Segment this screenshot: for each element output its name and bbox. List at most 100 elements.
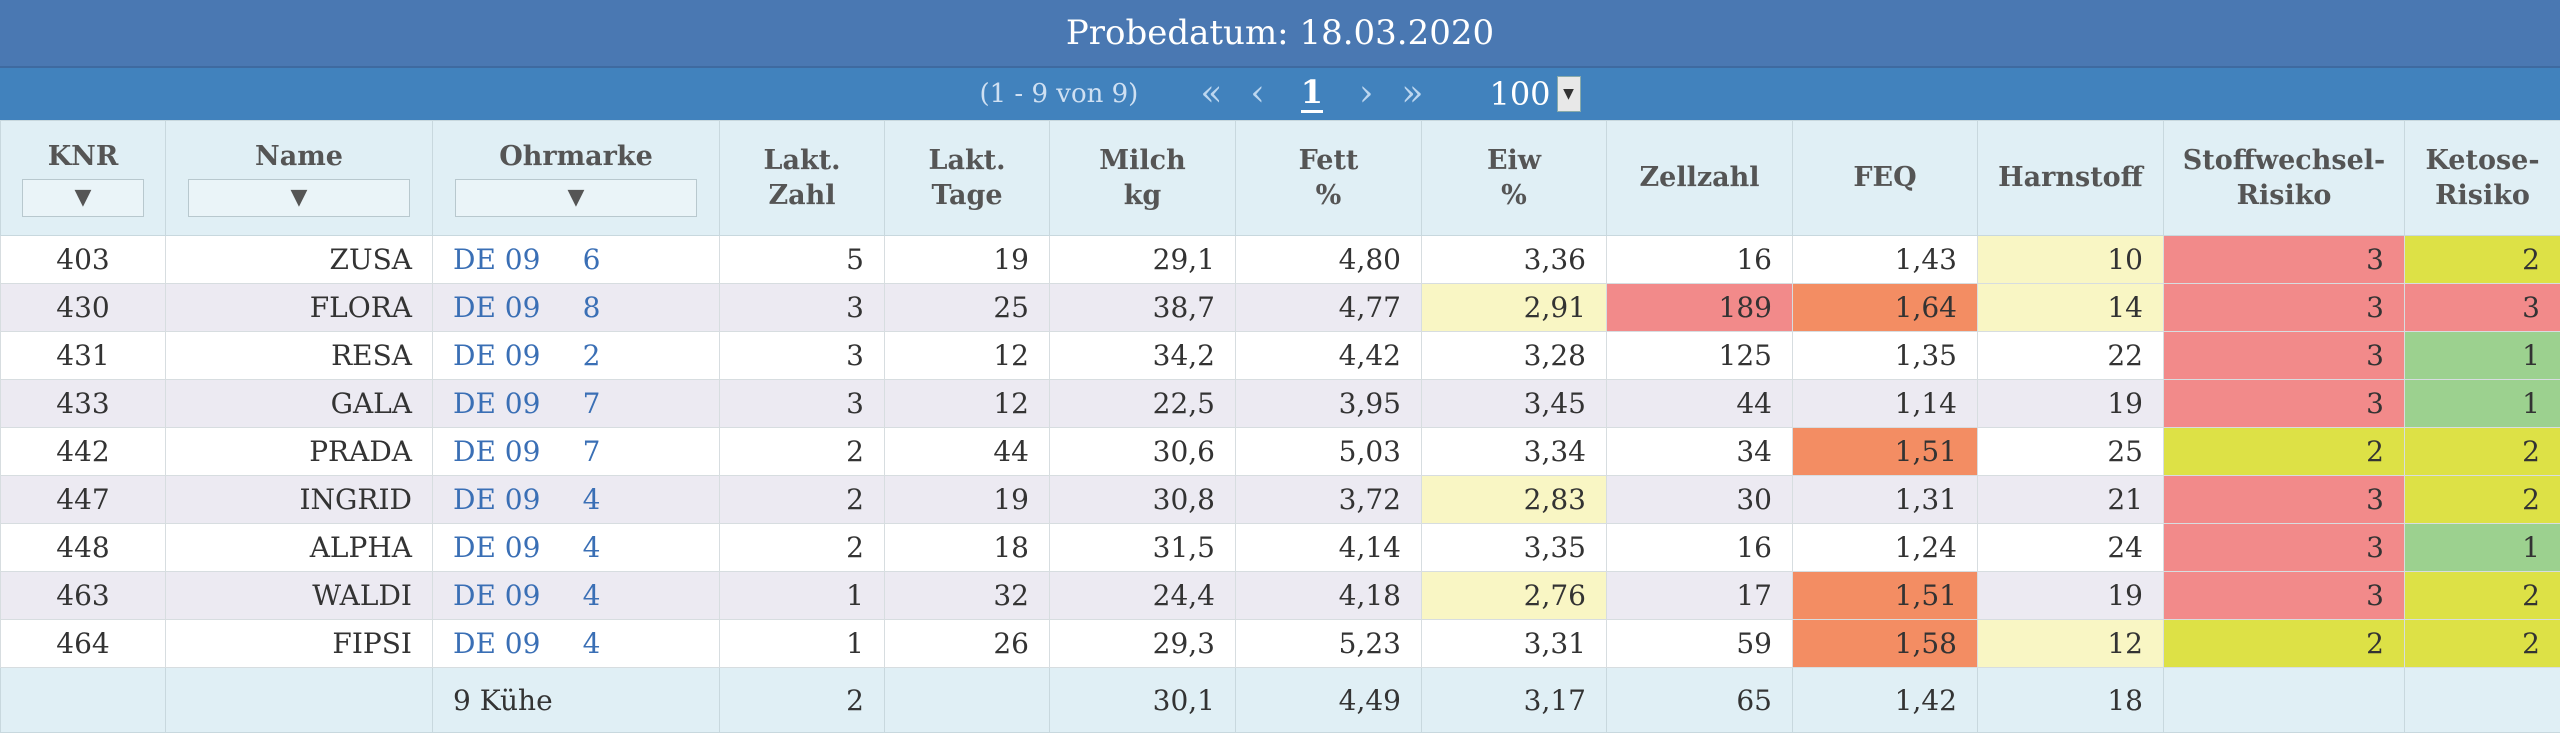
header-label: Milch [1099, 144, 1186, 176]
cell-knr: 433 [0, 379, 166, 428]
cell-ohr[interactable]: DE 09 4 [432, 475, 720, 524]
cell-harn: 14 [1977, 283, 2164, 332]
cell-ohr[interactable]: DE 09 8 [432, 283, 720, 332]
cell-name: ALPHA [165, 523, 433, 572]
cell-knr: 447 [0, 475, 166, 524]
table-row[interactable]: 464 FIPSI DE 09 4 1 26 29,3 5,23 3,31 59 1,58 12 2 2 [0, 619, 2560, 668]
next-page-icon[interactable]: › [1359, 73, 1374, 114]
cell-ketose: 2 [2404, 571, 2560, 620]
ohrmarke-link[interactable]: DE 09 [453, 627, 541, 660]
cell-ohr[interactable]: DE 09 4 [432, 619, 720, 668]
ohrmarke-number[interactable]: 7 [582, 435, 601, 468]
col-header-stoffwechsel-risiko[interactable]: Stoffwechsel- Risiko [2163, 120, 2405, 236]
cell-feq: 1,51 [1792, 571, 1978, 620]
filter-knr[interactable]: ▼ [22, 178, 144, 217]
col-header-knr[interactable]: KNR ▼ [0, 120, 166, 236]
cell-harn: 19 [1977, 379, 2164, 428]
ohrmarke-link[interactable]: DE 09 [453, 387, 541, 420]
ohrmarke-link[interactable]: DE 09 [453, 579, 541, 612]
ohrmarke-number[interactable]: 4 [582, 531, 601, 564]
cell-lz: 5 [719, 235, 885, 284]
header-label: kg [1123, 180, 1162, 211]
cell-name: ZUSA [165, 235, 433, 284]
page-title: Probedatum: 18.03.2020 [0, 0, 2560, 68]
cell-fett: 4,14 [1235, 523, 1422, 572]
cell-milch: 22,5 [1049, 379, 1236, 428]
cell-zell: 34 [1606, 427, 1793, 476]
cell-eiw: 2,83 [1421, 475, 1607, 524]
ohrmarke-number[interactable]: 4 [582, 627, 601, 660]
cell-feq: 1,14 [1792, 379, 1978, 428]
ohrmarke-link[interactable]: DE 09 [453, 531, 541, 564]
ohrmarke-number[interactable]: 4 [582, 483, 601, 516]
header-label: KNR [47, 141, 119, 173]
cell-ohr[interactable]: DE 09 4 [432, 523, 720, 572]
table-row[interactable]: 448 ALPHA DE 09 4 2 18 31,5 4,14 3,35 16 1,24 24 3 1 [0, 523, 2560, 572]
table-row[interactable]: 431 RESA DE 09 2 3 12 34,2 4,42 3,28 125 1,35 22 3 1 [0, 331, 2560, 380]
cell-name: WALDI [165, 571, 433, 620]
cell-lt: 32 [884, 571, 1050, 620]
last-page-icon[interactable]: » [1401, 73, 1424, 114]
cell-eiw: 2,76 [1421, 571, 1607, 620]
ohrmarke-link[interactable]: DE 09 [453, 483, 541, 516]
cell-feq: 1,24 [1792, 523, 1978, 572]
cell-fett: 5,03 [1235, 427, 1422, 476]
header-label: Stoffwechsel- [2182, 144, 2386, 176]
col-header-eiw[interactable]: Eiw% [1421, 120, 1607, 236]
cell-milch: 24,4 [1049, 571, 1236, 620]
cell-lz: 3 [719, 283, 885, 332]
filter-name[interactable]: ▼ [188, 178, 410, 217]
col-header-lakt-tage[interactable]: Lakt. Tage [884, 120, 1050, 236]
col-header-zellzahl[interactable]: Zellzahl [1606, 120, 1793, 236]
col-header-name[interactable]: Name ▼ [165, 120, 433, 236]
table-row[interactable]: 447 INGRID DE 09 4 2 19 30,8 3,72 2,83 30 1,31 21 3 2 [0, 475, 2560, 524]
current-page[interactable]: 1 [1300, 72, 1324, 113]
col-header-milch[interactable]: Milch kg [1049, 120, 1236, 236]
filter-ohrmarke[interactable]: ▼ [455, 178, 697, 217]
ohrmarke-number[interactable]: 4 [582, 579, 601, 612]
col-header-harnstoff[interactable]: Harnstoff [1977, 120, 2164, 236]
ohrmarke-number[interactable]: 6 [582, 243, 601, 276]
table-row[interactable]: 430 FLORA DE 09 8 3 25 38,7 4,77 2,91 189 1,64 14 3 3 [0, 283, 2560, 332]
col-header-fett[interactable]: Fett% [1235, 120, 1422, 236]
table-row[interactable]: 433 GALA DE 09 7 3 12 22,5 3,95 3,45 44 1,14 19 3 1 [0, 379, 2560, 428]
first-page-icon[interactable]: « [1200, 73, 1223, 114]
cell-fett: 4,18 [1235, 571, 1422, 620]
ohrmarke-link[interactable]: DE 09 [453, 339, 541, 372]
dropdown-arrow-icon[interactable]: ▼ [1556, 76, 1581, 112]
table-row[interactable]: 442 PRADA DE 09 7 2 44 30,6 5,03 3,34 34 1,51 25 2 2 [0, 427, 2560, 476]
record-range: (1 - 9 von 9) [979, 79, 1139, 109]
cell-ohr[interactable]: DE 09 2 [432, 331, 720, 380]
col-header-lakt-zahl[interactable]: Lakt. Zahl [719, 120, 885, 236]
cell-milch: 30,6 [1049, 427, 1236, 476]
cell-milch: 29,3 [1049, 619, 1236, 668]
ohrmarke-link[interactable]: DE 09 [453, 435, 541, 468]
ohrmarke-number[interactable]: 8 [582, 291, 601, 324]
cell-feq: 1,58 [1792, 619, 1978, 668]
cell-ohr[interactable]: DE 09 7 [432, 427, 720, 476]
cell-ohr[interactable]: DE 09 7 [432, 379, 720, 428]
cell-ketose: 1 [2404, 523, 2560, 572]
cell-ohr[interactable]: DE 09 4 [432, 571, 720, 620]
col-header-feq[interactable]: FEQ [1792, 120, 1978, 236]
ohrmarke-number[interactable]: 2 [582, 339, 601, 372]
header-label: Tage [931, 180, 1003, 211]
col-header-ketose-risiko[interactable]: Ketose- Risiko [2404, 120, 2560, 236]
page-size-select[interactable]: 100 ▼ [1489, 75, 1581, 113]
cell-ohr[interactable]: DE 09 6 [432, 235, 720, 284]
ohrmarke-link[interactable]: DE 09 [453, 291, 541, 324]
cell-eiw: 2,91 [1421, 283, 1607, 332]
header-label: % [1501, 180, 1527, 211]
prev-page-icon[interactable]: ‹ [1250, 73, 1265, 114]
cell-lt: 25 [884, 283, 1050, 332]
header-label: Eiw [1486, 144, 1542, 176]
ohrmarke-number[interactable]: 7 [582, 387, 601, 420]
col-header-ohrmarke[interactable]: Ohrmarke ▼ [432, 120, 720, 236]
table-row[interactable]: 403 ZUSA DE 09 6 5 19 29,1 4,80 3,36 16 1,43 10 3 2 [0, 235, 2560, 284]
cell-stoff: 3 [2163, 283, 2405, 332]
cell-lt: 12 [884, 331, 1050, 380]
ohrmarke-link[interactable]: DE 09 [453, 243, 541, 276]
cell-stoff: 3 [2163, 475, 2405, 524]
table-row[interactable]: 463 WALDI DE 09 4 1 32 24,4 4,18 2,76 17 1,51 19 3 2 [0, 571, 2560, 620]
cell-lz: 3 [719, 331, 885, 380]
